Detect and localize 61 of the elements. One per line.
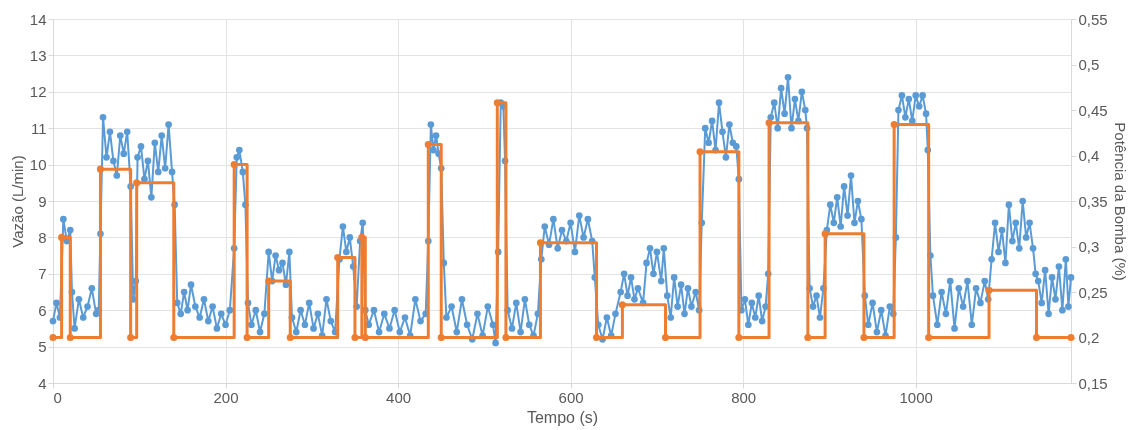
point [133,179,141,187]
y-tick-label: 6 [38,301,47,319]
point [351,333,359,342]
y-tick-label: 4 [38,374,47,392]
x-tick-label: 400 [386,388,412,406]
point [127,333,135,342]
point [230,161,238,169]
point [361,333,369,342]
y2-tick-label: 0,45 [1078,101,1108,119]
point [661,333,670,342]
y2-tick-label: 0,15 [1078,374,1108,392]
point [502,333,510,342]
point [890,121,898,129]
point [592,333,601,342]
point [66,333,74,342]
point [1067,333,1075,342]
y2-axis-title: Potência da Bomba (%) [1111,122,1129,281]
x-tick-label: 600 [558,388,584,406]
y2-tick-label: 0,5 [1078,56,1100,73]
y2-tick-label: 0,3 [1078,238,1100,255]
y2-tick-label: 0,25 [1078,283,1108,301]
y-tick-label: 7 [38,265,47,283]
x-tick-label: 200 [213,388,239,406]
point [1032,333,1041,342]
y-tick-label: 14 [29,10,47,28]
point [696,148,704,156]
x-tick-label: 800 [731,388,757,406]
point [735,333,743,342]
y-axis-title: Vazão (L/min) [8,155,26,248]
point [96,165,104,173]
y-tick-label: 8 [38,228,47,246]
y-tick-label: 12 [29,83,47,101]
point [804,333,812,342]
y-tick-label: 10 [29,156,47,174]
y2-tick-label: 0,55 [1078,10,1108,28]
point [925,333,933,342]
y2-tick-label: 0,4 [1078,147,1100,164]
point [536,239,544,247]
y-tick-label: 9 [38,192,47,210]
x-tick-label: 1000 [899,388,933,406]
point [424,141,432,149]
y-tick-label: 5 [38,338,47,356]
x-axis-title: Tempo (s) [526,408,599,426]
y2-tick-label: 0,35 [1078,192,1108,210]
y-tick-label: 13 [29,46,47,64]
x-tick-label: 0 [53,388,62,406]
point [170,333,178,342]
point [58,233,66,241]
point [765,119,773,127]
point [860,333,868,342]
point [358,233,366,241]
point [985,286,993,294]
point [286,333,294,342]
point [437,333,445,342]
point [49,333,57,342]
point [618,301,626,309]
point [243,333,251,342]
y-tick-label: 11 [30,119,47,137]
y2-tick-label: 0,2 [1078,329,1100,346]
point [493,99,501,107]
point [821,230,829,238]
